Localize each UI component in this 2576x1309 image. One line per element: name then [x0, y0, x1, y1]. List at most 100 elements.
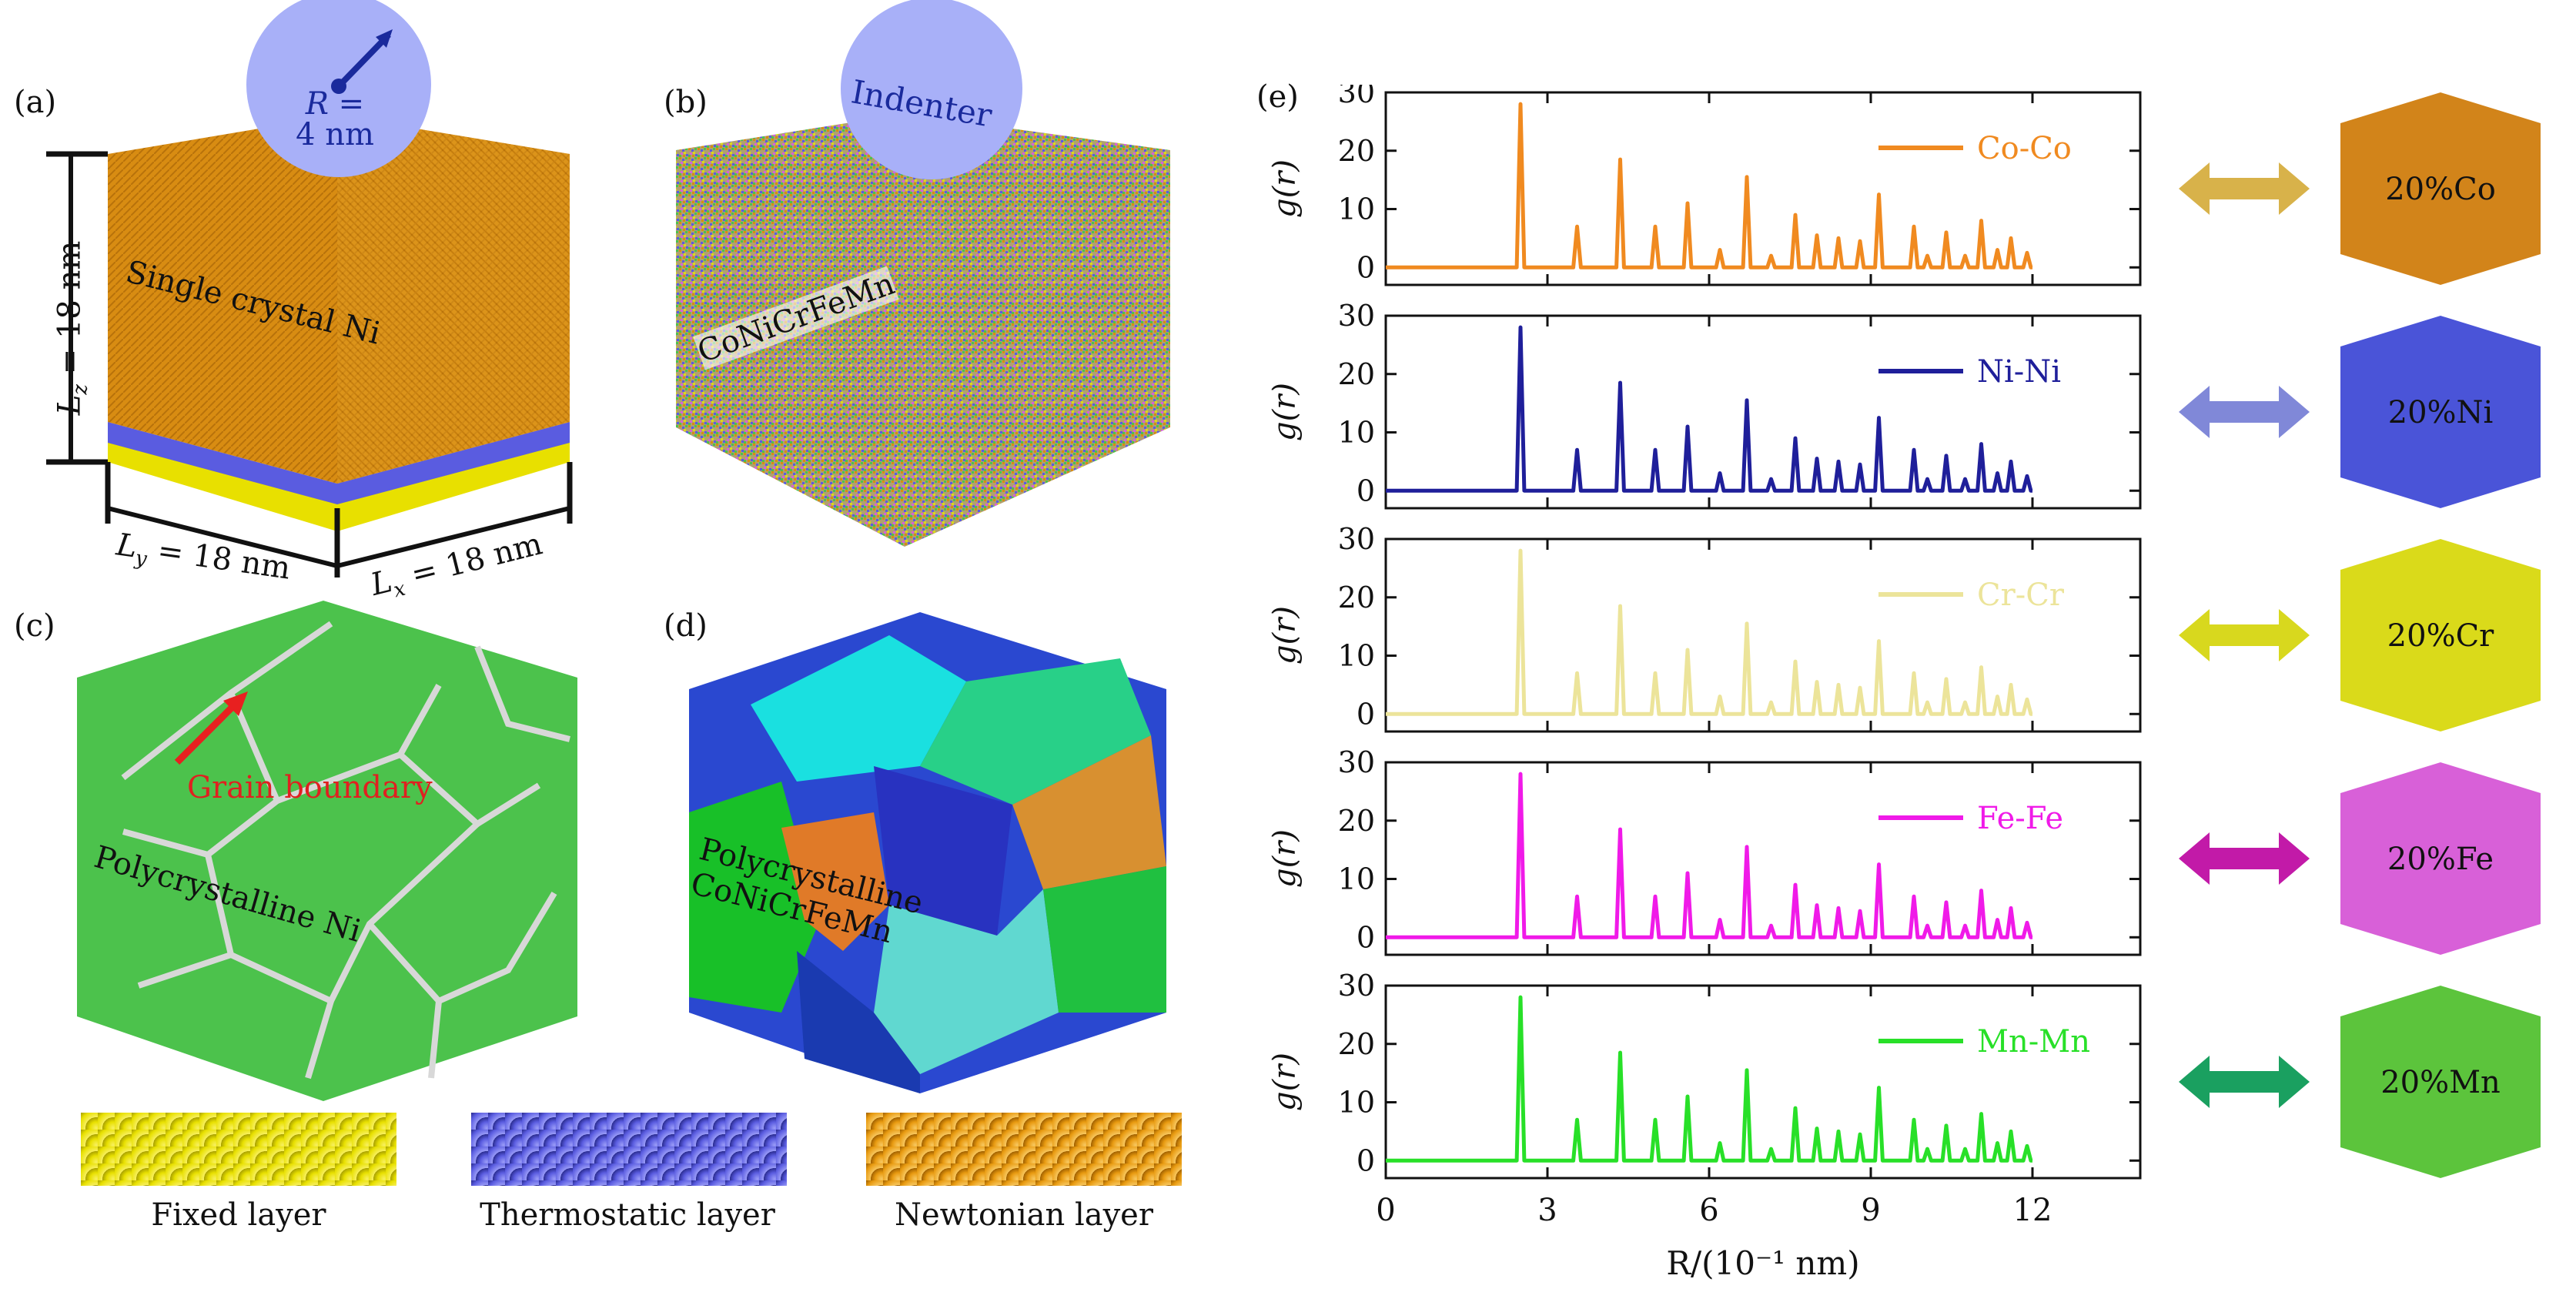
- y-tick-label: 30: [1338, 299, 1375, 333]
- x-axis-label: R/(10⁻¹ nm): [1666, 1244, 1859, 1282]
- legend-label: Mn-Mn: [1977, 1024, 2090, 1060]
- plot-frame: [1384, 761, 2142, 956]
- grain-boundaries: [121, 621, 570, 1080]
- y-tick-label: 10: [1338, 416, 1375, 450]
- y-axis-label: g(r): [1267, 383, 1303, 441]
- newtonian-layer-swatch: [866, 1113, 1182, 1186]
- y-tick-label: 0: [1357, 1143, 1375, 1177]
- panel-c-letter: (c): [14, 608, 55, 644]
- legend-label: Ni-Ni: [1977, 354, 2061, 390]
- y-tick-label: 20: [1338, 134, 1375, 168]
- panel-d-letter: (d): [664, 608, 708, 644]
- thermostatic-layer-swatch: [471, 1113, 787, 1186]
- ly-dimension-line: [107, 506, 338, 568]
- radius-arrow: [336, 32, 391, 89]
- cube-label: 20%Mn: [2380, 1065, 2501, 1100]
- grain-boundary-label: Grain boundary: [187, 770, 433, 805]
- y-tick-label: 20: [1338, 1027, 1375, 1061]
- panel-b-letter: (b): [664, 85, 708, 120]
- x-tick-label: 9: [1861, 1193, 1880, 1228]
- y-axis-label: g(r): [1267, 159, 1303, 218]
- cube-shape: [2340, 986, 2541, 1178]
- plot-frame: [1384, 314, 2142, 510]
- rdf-line-Co-Co: [1386, 102, 2033, 270]
- double-arrow-Co-Co: [2179, 162, 2310, 215]
- rdf-line-Fe-Fe: [1386, 772, 2033, 939]
- y-tick-label: 10: [1338, 1086, 1375, 1120]
- hea-block: [676, 114, 1170, 547]
- cube-label: 20%Co: [2385, 172, 2496, 207]
- double-arrow-Fe-Fe: [2179, 832, 2310, 885]
- y-tick-label: 0: [1357, 697, 1375, 731]
- y-tick-label: 30: [1338, 85, 1375, 109]
- rdf-subplot-Mn-Mn: 0 10 20 30 g(r) Mn-Mn: [1267, 969, 2142, 1180]
- y-tick-label: 30: [1338, 522, 1375, 556]
- y-axis-label: g(r): [1267, 829, 1303, 888]
- cube-label: 20%Fe: [2387, 842, 2494, 877]
- lx-dimension-line: [336, 506, 570, 568]
- y-tick-label: 0: [1357, 920, 1375, 954]
- cube-shape: [2340, 92, 2541, 285]
- y-tick-label: 30: [1338, 969, 1375, 1003]
- y-tick-label: 30: [1338, 745, 1375, 779]
- y-tick-label: 10: [1338, 862, 1375, 896]
- plot-frame: [1384, 984, 2142, 1180]
- legend-label: Fe-Fe: [1977, 801, 2063, 836]
- double-arrow-Cr-Cr: [2179, 609, 2310, 661]
- rdf-subplot-Fe-Fe: 0 10 20 30 g(r) Fe-Fe: [1267, 745, 2142, 956]
- grain-boundary-arrow: [174, 698, 242, 765]
- composition-cube-Cr-Cr: 20%Cr: [2340, 539, 2541, 732]
- cube-shape: [2340, 539, 2541, 732]
- double-arrow-Mn-Mn: [2179, 1056, 2310, 1108]
- newtonian-layer-label: Newtonian layer: [895, 1197, 1153, 1233]
- legend-label: Cr-Cr: [1977, 578, 2065, 613]
- thermostatic-layer-label: Thermostatic layer: [480, 1197, 775, 1233]
- radius-label: R = 4 nm: [296, 86, 374, 152]
- panel-a-letter: (a): [14, 85, 57, 120]
- y-axis-label: g(r): [1267, 1053, 1303, 1111]
- cube-shape: [2340, 762, 2541, 955]
- x-tick-label: 3: [1537, 1193, 1557, 1228]
- double-arrow-shape: [2179, 162, 2310, 215]
- y-axis-label: g(r): [1267, 606, 1303, 665]
- rdf-line-Cr-Cr: [1386, 548, 2033, 716]
- hea-cube: [676, 0, 1170, 547]
- plot-frame: [1384, 537, 2142, 733]
- rdf-line-Ni-Ni: [1386, 325, 2033, 493]
- plot-frame: [1384, 91, 2142, 286]
- x-tick-label: 0: [1376, 1193, 1395, 1228]
- double-arrow-shape: [2179, 832, 2310, 885]
- rdf-subplot-Ni-Ni: 0 10 20 30 g(r) Ni-Ni: [1267, 299, 2142, 510]
- y-tick-label: 0: [1357, 250, 1375, 284]
- lz-label: Lz = 18 nm: [52, 240, 92, 416]
- single-crystal-cube: [46, 0, 573, 578]
- y-tick-label: 20: [1338, 581, 1375, 614]
- cube-label: 20%Cr: [2387, 618, 2495, 654]
- thermostatic-layer-band: [108, 422, 570, 504]
- fixed-layer-swatch: [81, 1113, 396, 1186]
- indenter-sphere-b: [841, 0, 1022, 179]
- composition-cube-Co-Co: 20%Co: [2340, 92, 2541, 285]
- y-tick-label: 0: [1357, 474, 1375, 507]
- rdf-line-Mn-Mn: [1386, 995, 2033, 1163]
- y-tick-label: 20: [1338, 357, 1375, 391]
- composition-cube-Ni-Ni: 20%Ni: [2340, 316, 2541, 508]
- y-tick-label: 10: [1338, 639, 1375, 673]
- rdf-subplot-Cr-Cr: 0 10 20 30 g(r) Cr-Cr: [1267, 522, 2142, 733]
- cube-label: 20%Ni: [2388, 395, 2494, 430]
- double-arrow-shape: [2179, 1056, 2310, 1108]
- polycrystal-ni-cube: [77, 601, 577, 1101]
- double-arrow-Ni-Ni: [2179, 386, 2310, 438]
- polycrystal-hea-cube: [689, 612, 1166, 1093]
- x-tick-label: 6: [1699, 1193, 1718, 1228]
- double-arrow-shape: [2179, 386, 2310, 438]
- double-arrow-shape: [2179, 609, 2310, 661]
- cube-shape: [2340, 316, 2541, 508]
- x-tick-label: 12: [2013, 1193, 2052, 1228]
- composition-cube-Fe-Fe: 20%Fe: [2340, 762, 2541, 955]
- y-tick-label: 20: [1338, 804, 1375, 838]
- rdf-chart: 0102030g(r)Co-Co0102030g(r)Ni-Ni0102030g…: [1267, 85, 2142, 1282]
- panel-e-letter: (e): [1256, 79, 1299, 115]
- composition-cube-Mn-Mn: 20%Mn: [2340, 986, 2541, 1178]
- fixed-layer-label: Fixed layer: [151, 1197, 326, 1233]
